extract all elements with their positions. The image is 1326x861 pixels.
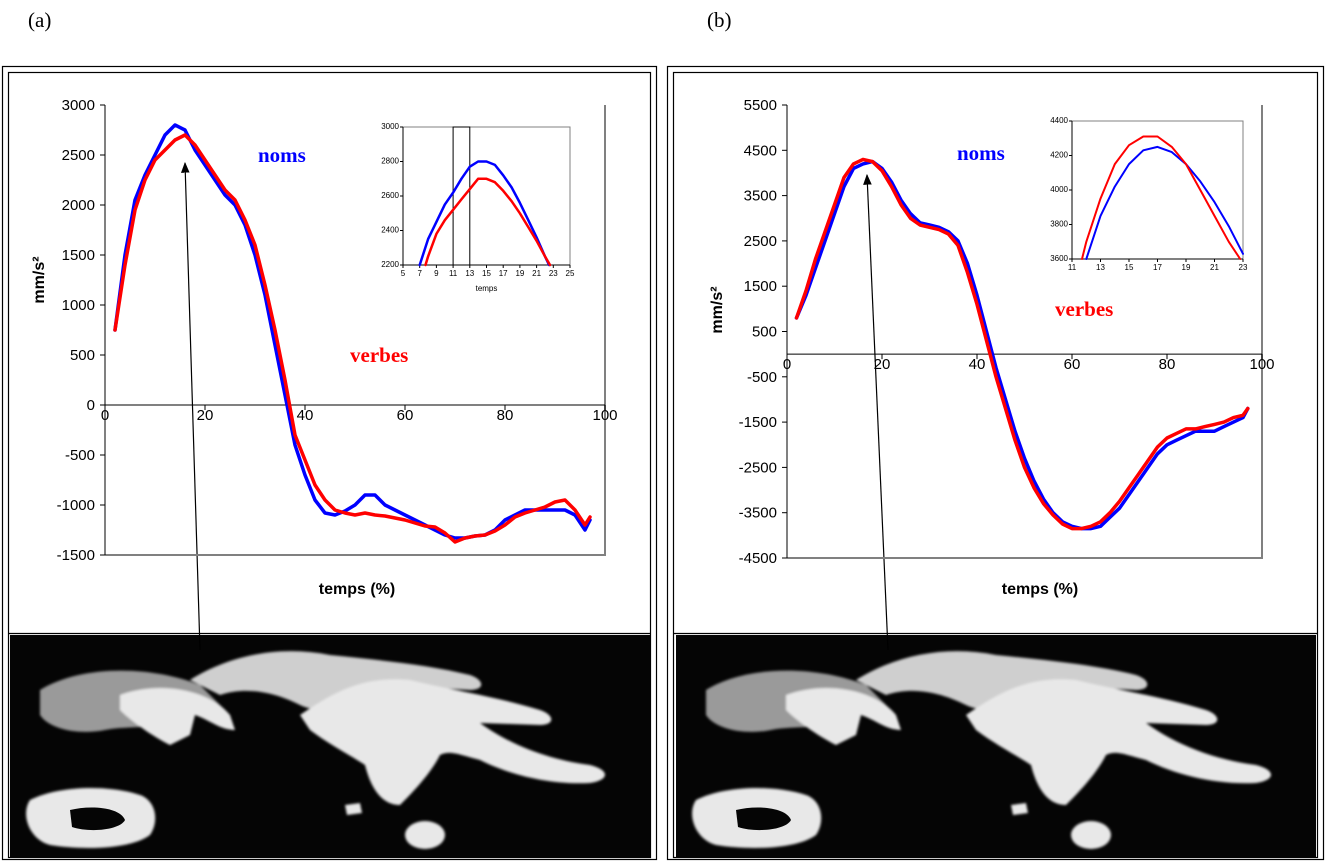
x-axis-title: temps [476, 284, 498, 293]
x-tick-label: 40 [969, 356, 986, 373]
data-line [1085, 145, 1244, 260]
y-tick-label: -3500 [739, 505, 777, 522]
y-tick-label: 3500 [744, 188, 777, 205]
y-tick-label: -4500 [739, 550, 777, 567]
y-tick-label: 4500 [744, 142, 777, 159]
y-tick-label: 2500 [62, 147, 95, 164]
x-tick-label: 23 [1239, 263, 1248, 272]
y-tick-label: 3600 [1050, 254, 1068, 263]
x-tick-label: 21 [1210, 263, 1219, 272]
y-tick-label: 1000 [62, 297, 95, 314]
x-tick-label: 17 [1153, 263, 1162, 272]
y-tick-label: -1500 [739, 414, 777, 431]
photo [676, 635, 1316, 858]
x-tick-label: 5 [401, 269, 406, 278]
y-tick-label: 4400 [1050, 116, 1068, 125]
x-tick-label: 13 [465, 269, 474, 278]
inset-background [402, 126, 571, 266]
y-axis-title: mm/s² [709, 286, 726, 333]
panel-frame-b [666, 65, 1325, 861]
y-tick-label: 500 [752, 323, 777, 340]
photo [10, 635, 650, 858]
y-tick-label: 4000 [1050, 185, 1068, 194]
data-line [1081, 135, 1242, 260]
y-tick-label: 3000 [381, 122, 399, 131]
data-line [424, 177, 552, 267]
series-label: verbes [1055, 297, 1113, 321]
x-tick-label: 20 [874, 356, 891, 373]
x-tick-label: 60 [1064, 356, 1081, 373]
x-tick-label: 80 [1159, 356, 1176, 373]
x-axis-title: temps (%) [1002, 581, 1078, 598]
y-tick-label: 2000 [62, 197, 95, 214]
x-tick-label: 13 [1096, 263, 1105, 272]
x-tick-label: 11 [449, 269, 458, 278]
y-tick-label: -1500 [57, 547, 95, 564]
x-axis-title: temps (%) [319, 581, 395, 598]
x-tick-label: 15 [482, 269, 491, 278]
x-tick-label: 25 [566, 269, 575, 278]
data-line [113, 133, 592, 544]
x-tick-label: 40 [297, 407, 314, 424]
y-tick-label: 3000 [62, 97, 95, 114]
y-tick-label: 3800 [1050, 220, 1068, 229]
y-tick-label: 1500 [62, 247, 95, 264]
x-tick-label: 60 [397, 407, 414, 424]
x-tick-label: 100 [1249, 356, 1274, 373]
plot-border [787, 105, 1263, 559]
y-tick-label: 2500 [744, 233, 777, 250]
y-tick-label: 2400 [381, 226, 399, 235]
y-tick-label: -2500 [739, 459, 777, 476]
arrow [863, 173, 889, 651]
y-tick-label: -500 [747, 369, 777, 386]
plot-border [105, 105, 606, 556]
x-tick-label: 0 [783, 356, 791, 373]
y-tick-label: 2600 [381, 191, 399, 200]
x-tick-label: 9 [434, 269, 439, 278]
y-tick-label: -1000 [57, 497, 95, 514]
x-tick-label: 20 [197, 407, 214, 424]
series-label: noms [957, 141, 1005, 165]
y-tick-label: 1500 [744, 278, 777, 295]
x-tick-label: 17 [499, 269, 508, 278]
inset-background [1071, 120, 1244, 260]
x-tick-label: 80 [497, 407, 514, 424]
data-line [113, 123, 592, 540]
y-tick-label: 4200 [1050, 151, 1068, 160]
x-tick-label: 11 [1068, 263, 1077, 272]
panel-label: (a) [28, 8, 51, 32]
arrow [180, 161, 201, 651]
series-label: verbes [350, 343, 408, 367]
panel-label: (b) [707, 8, 732, 32]
series-label: noms [258, 143, 306, 167]
x-tick-label: 19 [515, 269, 524, 278]
data-line [418, 160, 551, 267]
x-tick-label: 0 [101, 407, 109, 424]
x-tick-label: 7 [417, 269, 422, 278]
x-tick-label: 100 [592, 407, 617, 424]
x-tick-label: 21 [532, 269, 541, 278]
data-line [794, 157, 1250, 531]
y-tick-label: 2200 [381, 260, 399, 269]
y-tick-label: -500 [65, 447, 95, 464]
panel-frame-a [1, 65, 658, 861]
y-tick-label: 5500 [744, 97, 777, 114]
y-tick-label: 500 [70, 347, 95, 364]
x-tick-label: 23 [549, 269, 558, 278]
y-axis-title: mm/s² [31, 256, 48, 303]
y-tick-label: 2800 [381, 157, 399, 166]
x-tick-label: 19 [1182, 263, 1191, 272]
x-tick-label: 15 [1125, 263, 1134, 272]
y-tick-label: 0 [87, 397, 95, 414]
